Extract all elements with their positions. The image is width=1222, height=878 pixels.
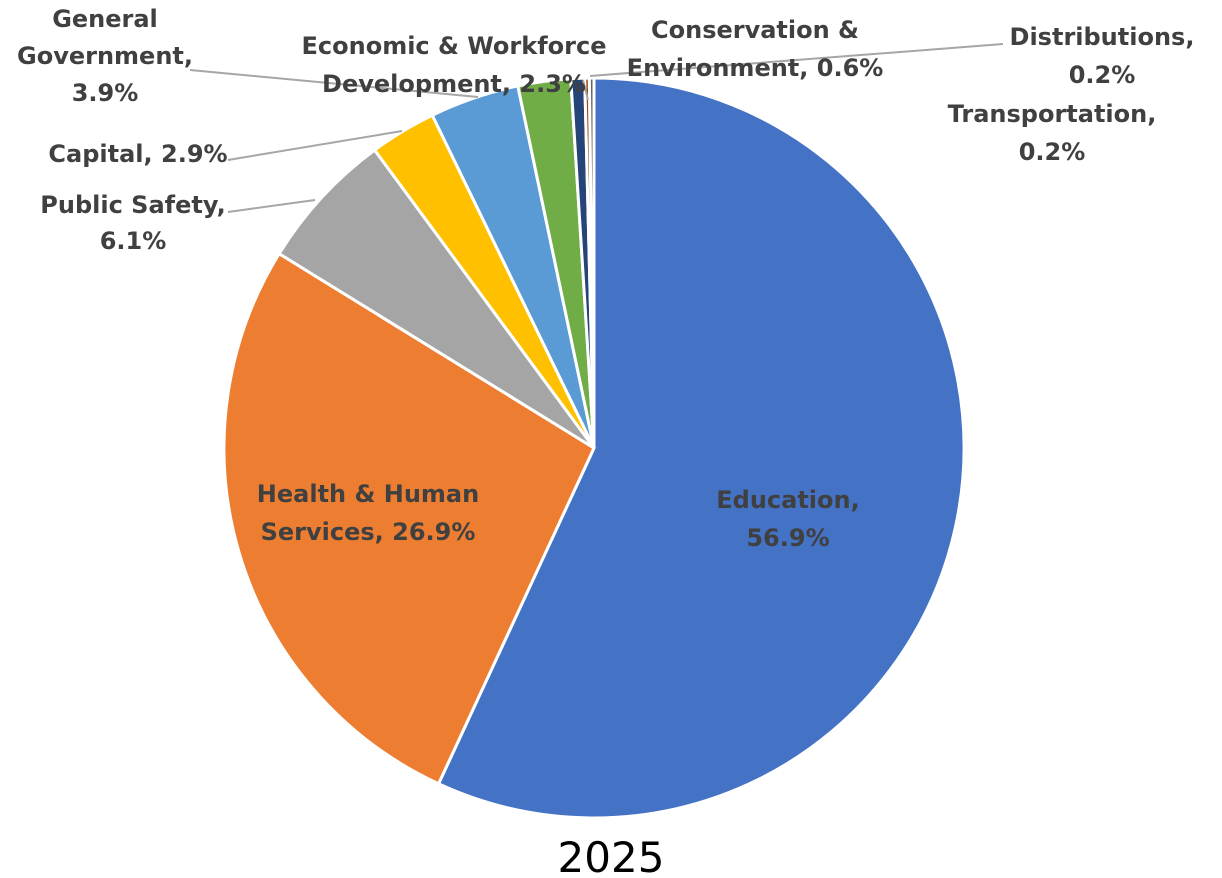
data-label-line: Development, 2.3% [322,70,586,98]
data-label-line: Health & Human [257,480,479,508]
data-label-line: 0.2% [1069,61,1136,89]
data-label: Distributions, 0.2% [1010,23,1195,89]
data-label: Capital, 2.9% [48,140,227,168]
data-label-line: Public Safety, [40,191,225,219]
data-label-line: 0.2% [1019,138,1086,166]
data-label-line: Transportation, [948,100,1157,128]
data-label-line: Economic & Workforce [302,32,607,60]
data-label-line: Government, [17,42,193,70]
data-label-line: General [52,5,158,33]
data-label-line: 6.1% [100,227,167,255]
data-label-line: Distributions, [1010,23,1195,51]
leader-line [228,200,315,212]
pie-slices [224,78,964,818]
data-label-line: Education, [716,486,859,514]
data-label-line: Conservation & [651,16,859,44]
data-label: Conservation & Environment, 0.6% [627,16,884,82]
data-label-line: Capital, 2.9% [48,140,227,168]
data-label-line: 3.9% [72,79,139,107]
data-label-line: Environment, 0.6% [627,54,884,82]
chart-caption: 2025 [558,833,665,878]
data-label: Public Safety, 6.1% [40,191,225,255]
data-label: Transportation, 0.2% [948,100,1157,166]
data-label: General Government, 3.9% [17,5,193,107]
data-label: Economic & Workforce Development, 2.3% [302,32,607,98]
data-label-line: Services, 26.9% [261,518,476,546]
data-label-line: 56.9% [746,524,829,552]
